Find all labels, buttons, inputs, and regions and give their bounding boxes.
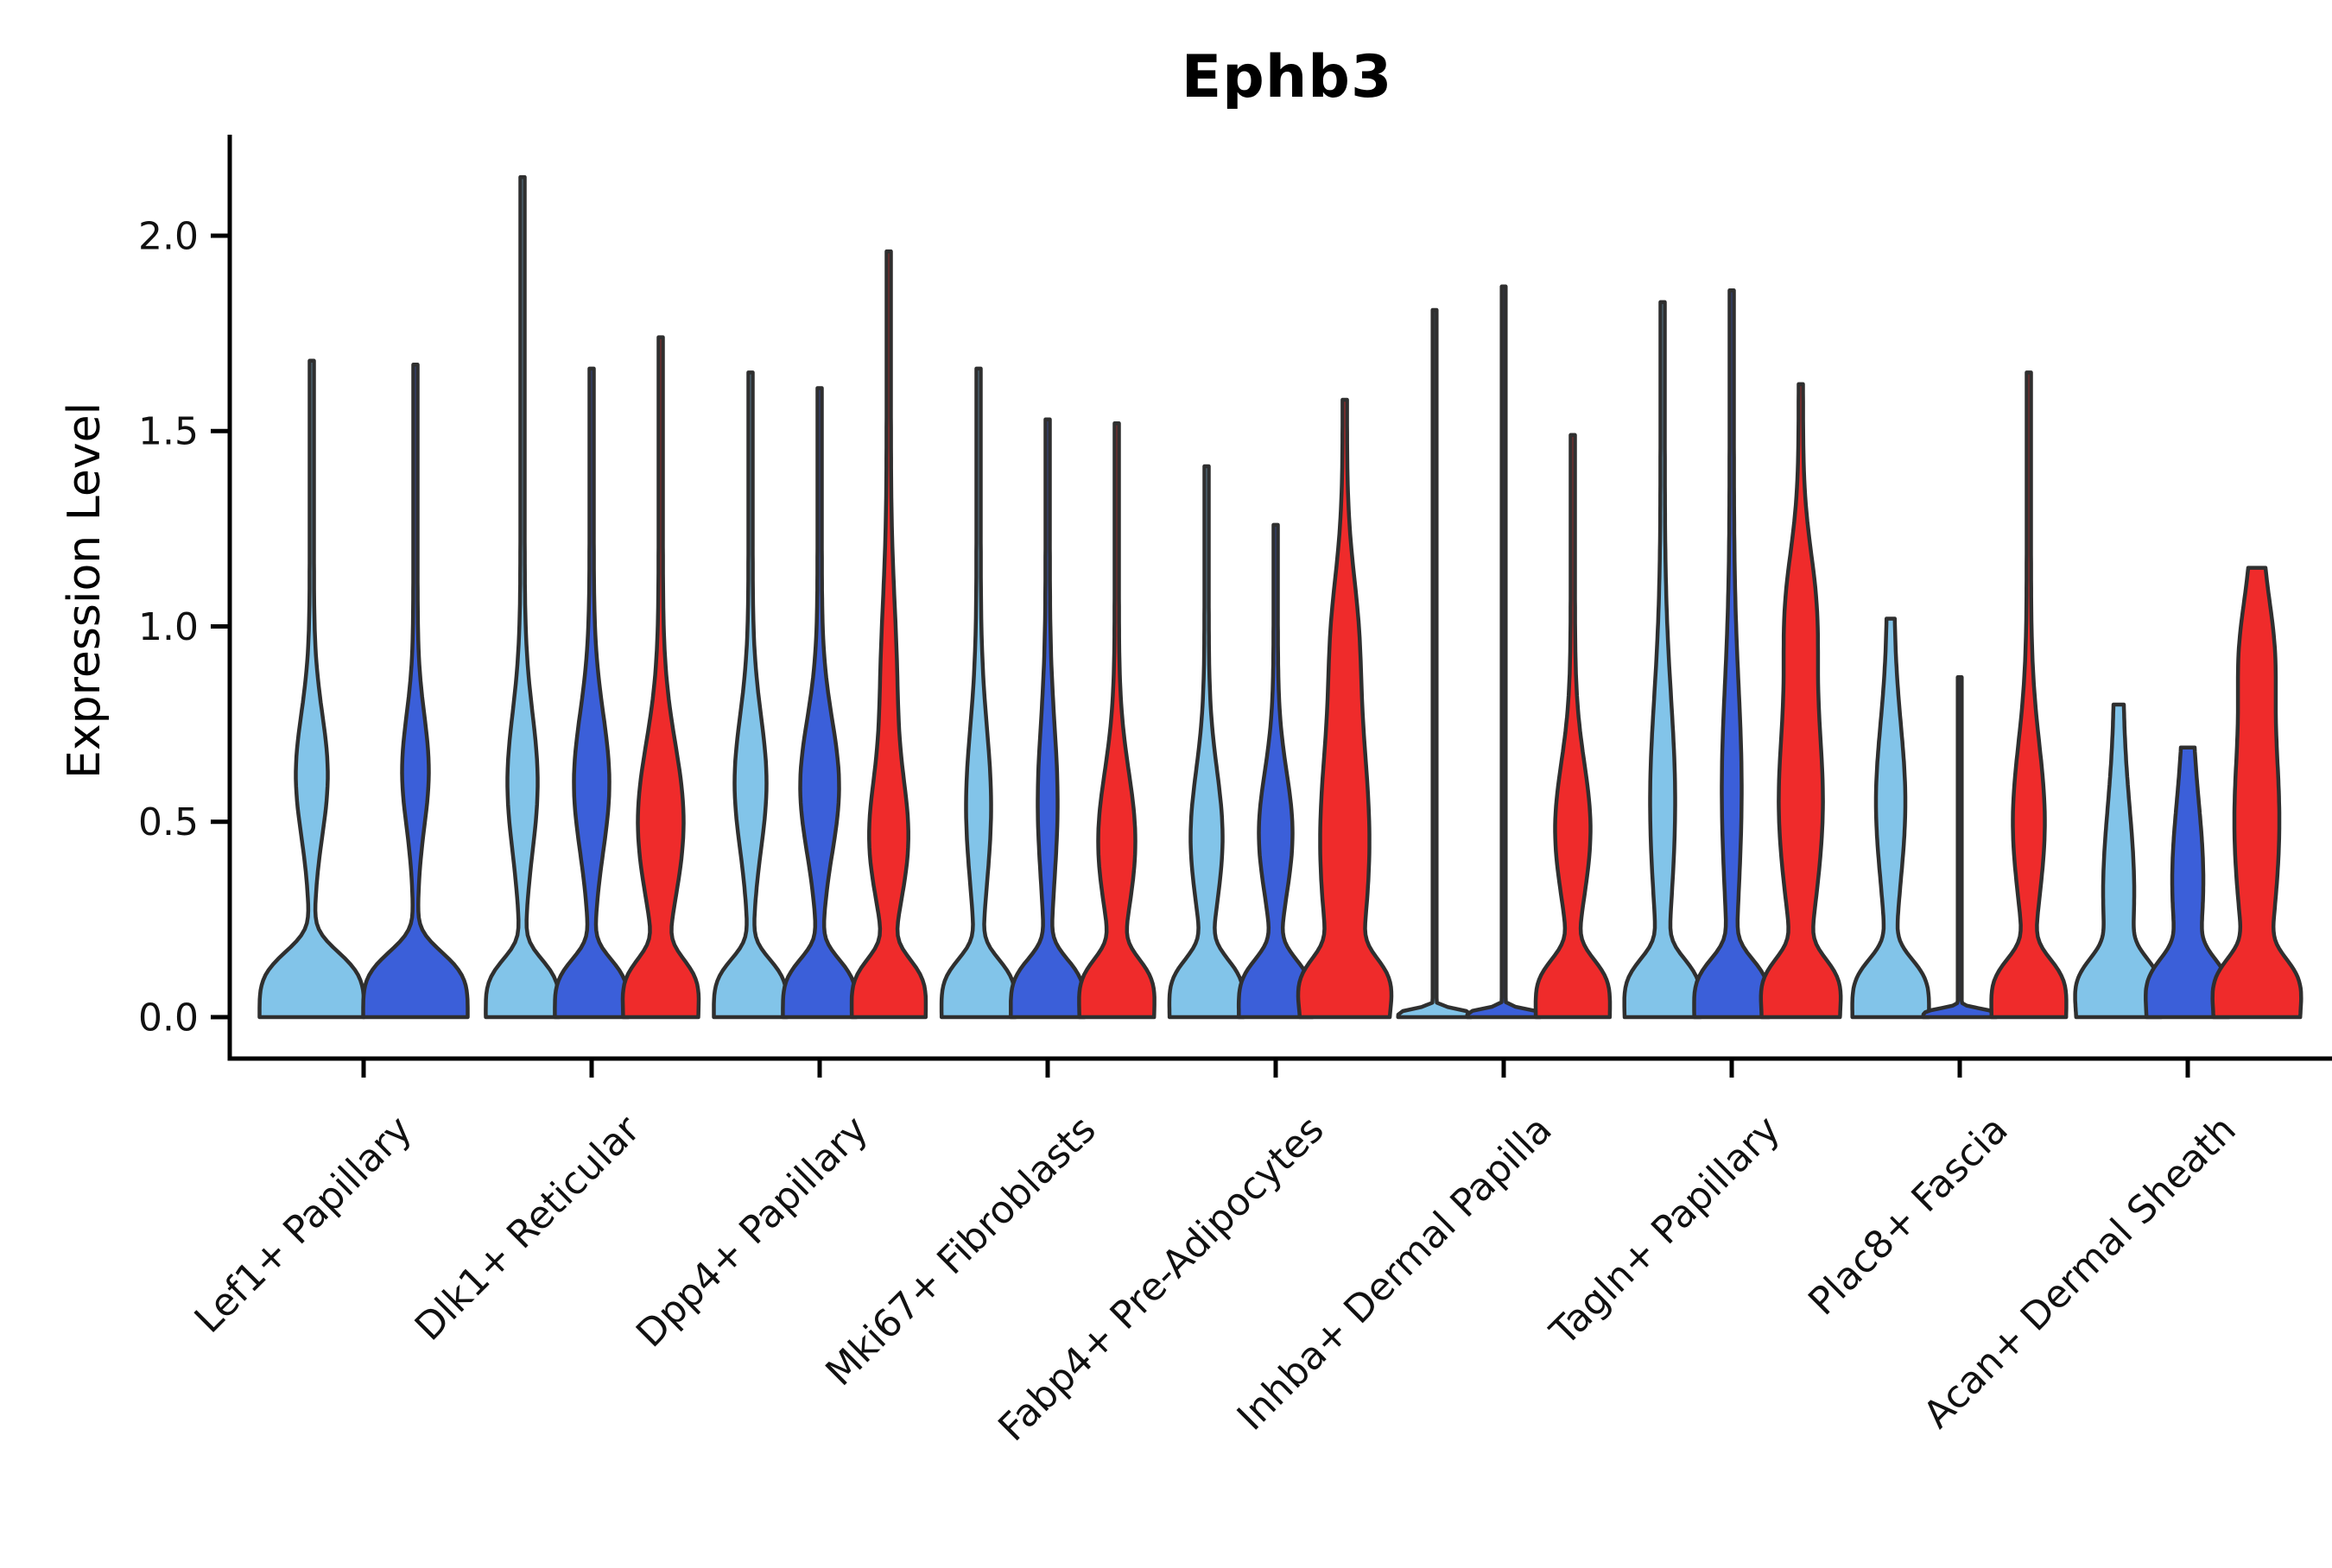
- violin-plac8-fascia-light_blue: [1850, 616, 1931, 1020]
- violin-acan-dermal-sheath-light_blue: [2073, 702, 2164, 1020]
- violin-lef1-papillary-light_blue: [257, 358, 366, 1020]
- violin-plac8-fascia-red: [1989, 370, 2069, 1020]
- violin-plot-figure: Ephb3 Expression Level 0.0 0.5 1.0 1.5 2.0 Le…: [35, 14, 2332, 1568]
- x-tick-label: Tagln+ Papillary: [1542, 1108, 1789, 1355]
- y-tick-label: 0.0: [138, 996, 199, 1040]
- y-tick-label: 1.0: [138, 605, 199, 649]
- y-tick-label: 0.5: [138, 800, 199, 844]
- violin-dlk1-reticular-dark_blue: [553, 366, 631, 1020]
- violin-tagln-papillary-red: [1759, 382, 1843, 1020]
- y-tick-label: 1.5: [138, 410, 199, 454]
- x-tick-label: Lef1+ Papillary: [187, 1108, 421, 1342]
- violin-dpp4-papillary-light_blue: [712, 370, 789, 1020]
- violin-fabp4-pre-adipocytes-red: [1296, 397, 1394, 1020]
- x-tick-label: Dlk1+ Reticular: [407, 1107, 650, 1350]
- violin-dlk1-reticular-light_blue: [484, 174, 561, 1020]
- violin-dpp4-papillary-red: [849, 249, 928, 1020]
- violin-lef1-papillary-dark_blue: [361, 363, 470, 1020]
- violin-mki67-fibroblasts-red: [1077, 420, 1156, 1020]
- y-tick-label: 2.0: [138, 214, 199, 258]
- violin-acan-dermal-sheath-red: [2210, 566, 2303, 1020]
- violin-mki67-fibroblasts-light_blue: [939, 366, 1018, 1020]
- plot-title: Ephb3: [1181, 43, 1393, 111]
- violin-tagln-papillary-light_blue: [1622, 300, 1703, 1020]
- violin-dlk1-reticular-red: [620, 335, 701, 1020]
- violin-acan-dermal-sheath-dark_blue: [2144, 745, 2232, 1020]
- violin-tagln-papillary-dark_blue: [1692, 288, 1771, 1020]
- violin-inhba-dermal-papilla-dark_blue: [1465, 284, 1543, 1020]
- violin-dpp4-papillary-dark_blue: [781, 386, 859, 1020]
- violin-plac8-fascia-dark_blue: [1921, 675, 1999, 1020]
- violin-inhba-dermal-papilla-light_blue: [1396, 307, 1473, 1020]
- violin-fabp4-pre-adipocytes-dark_blue: [1236, 522, 1315, 1020]
- x-tick-label: Dpp4+ Papillary: [628, 1108, 877, 1356]
- violin-fabp4-pre-adipocytes-light_blue: [1167, 464, 1246, 1020]
- x-tick-label: Plac8+ Fascia: [1800, 1108, 2017, 1325]
- violin-mki67-fibroblasts-dark_blue: [1009, 417, 1087, 1020]
- violin-inhba-dermal-papilla-red: [1533, 433, 1613, 1020]
